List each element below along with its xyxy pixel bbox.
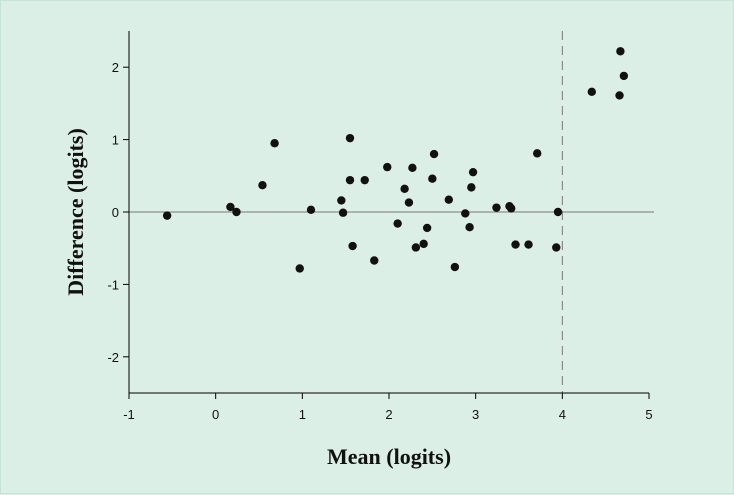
data-point <box>370 256 379 265</box>
x-axis-title: Mean (logits) <box>327 444 451 469</box>
data-point <box>345 133 355 143</box>
data-point <box>524 240 533 249</box>
data-point <box>419 239 428 249</box>
data-point <box>619 71 629 81</box>
data-point <box>468 167 478 177</box>
ticks: -1 0 1 2 3 4 5 2 1 0 -1 -2 <box>107 60 652 422</box>
data-point <box>295 264 304 273</box>
data-point <box>428 174 437 183</box>
data-point <box>258 181 267 190</box>
data-point <box>306 205 316 215</box>
data-point <box>408 163 417 173</box>
data-point <box>337 196 346 205</box>
data-point <box>444 195 453 204</box>
y-tick-label: 1 <box>112 133 119 148</box>
data-point <box>422 223 432 233</box>
x-tick-label: 5 <box>645 407 652 422</box>
data-point <box>450 262 460 272</box>
data-point <box>587 87 596 97</box>
data-point <box>461 209 470 218</box>
data-point <box>383 162 392 172</box>
data-point <box>232 207 241 217</box>
data-point <box>345 175 355 185</box>
x-tick-label: 3 <box>472 407 479 422</box>
data-point <box>465 223 474 232</box>
y-tick-label: 2 <box>112 60 119 75</box>
data-point <box>467 183 476 192</box>
data-point <box>507 204 516 213</box>
data-point <box>360 175 369 185</box>
x-tick-label: -1 <box>123 407 135 422</box>
x-tick-label: 2 <box>385 407 392 422</box>
data-point <box>393 219 402 228</box>
data-point <box>348 241 357 251</box>
y-tick-label: -1 <box>107 277 119 292</box>
data-point <box>533 149 542 158</box>
x-tick-label: 0 <box>212 407 219 422</box>
data-point <box>552 243 561 252</box>
reference-lines <box>129 31 654 393</box>
data-point <box>429 149 439 159</box>
x-tick-label: 1 <box>299 407 306 422</box>
data-point <box>492 203 501 212</box>
data-point <box>162 211 172 220</box>
data-point <box>338 208 348 217</box>
data-point <box>511 240 520 249</box>
data-point <box>270 139 279 148</box>
data-point <box>400 184 409 194</box>
y-tick-label: 0 <box>112 205 119 220</box>
data-points <box>162 47 629 273</box>
y-axis-title: Difference (logits) <box>63 128 88 296</box>
y-tick-label: -2 <box>107 350 119 365</box>
data-point <box>553 207 563 217</box>
data-point <box>404 198 414 207</box>
data-point <box>615 91 624 100</box>
x-tick-label: 4 <box>559 407 566 422</box>
data-point <box>616 47 625 56</box>
data-point <box>411 243 421 252</box>
data-point <box>226 202 235 212</box>
